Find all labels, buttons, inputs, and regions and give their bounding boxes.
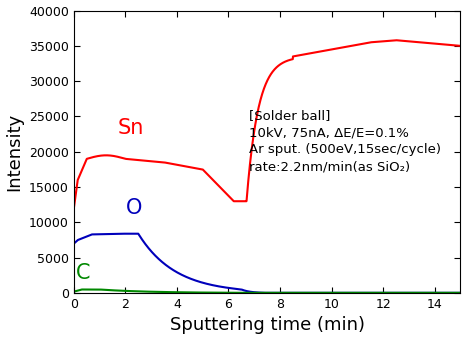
Y-axis label: Intensity: Intensity [6, 113, 24, 191]
Text: Sn: Sn [117, 118, 144, 138]
Text: O: O [125, 198, 142, 218]
Text: C: C [76, 263, 90, 283]
X-axis label: Sputtering time (min): Sputtering time (min) [170, 317, 365, 335]
Text: [Solder ball]
10kV, 75nA, ΔE/E=0.1%
Ar sput. (500eV,15sec/cycle)
rate:2.2nm/min(: [Solder ball] 10kV, 75nA, ΔE/E=0.1% Ar s… [249, 109, 441, 173]
